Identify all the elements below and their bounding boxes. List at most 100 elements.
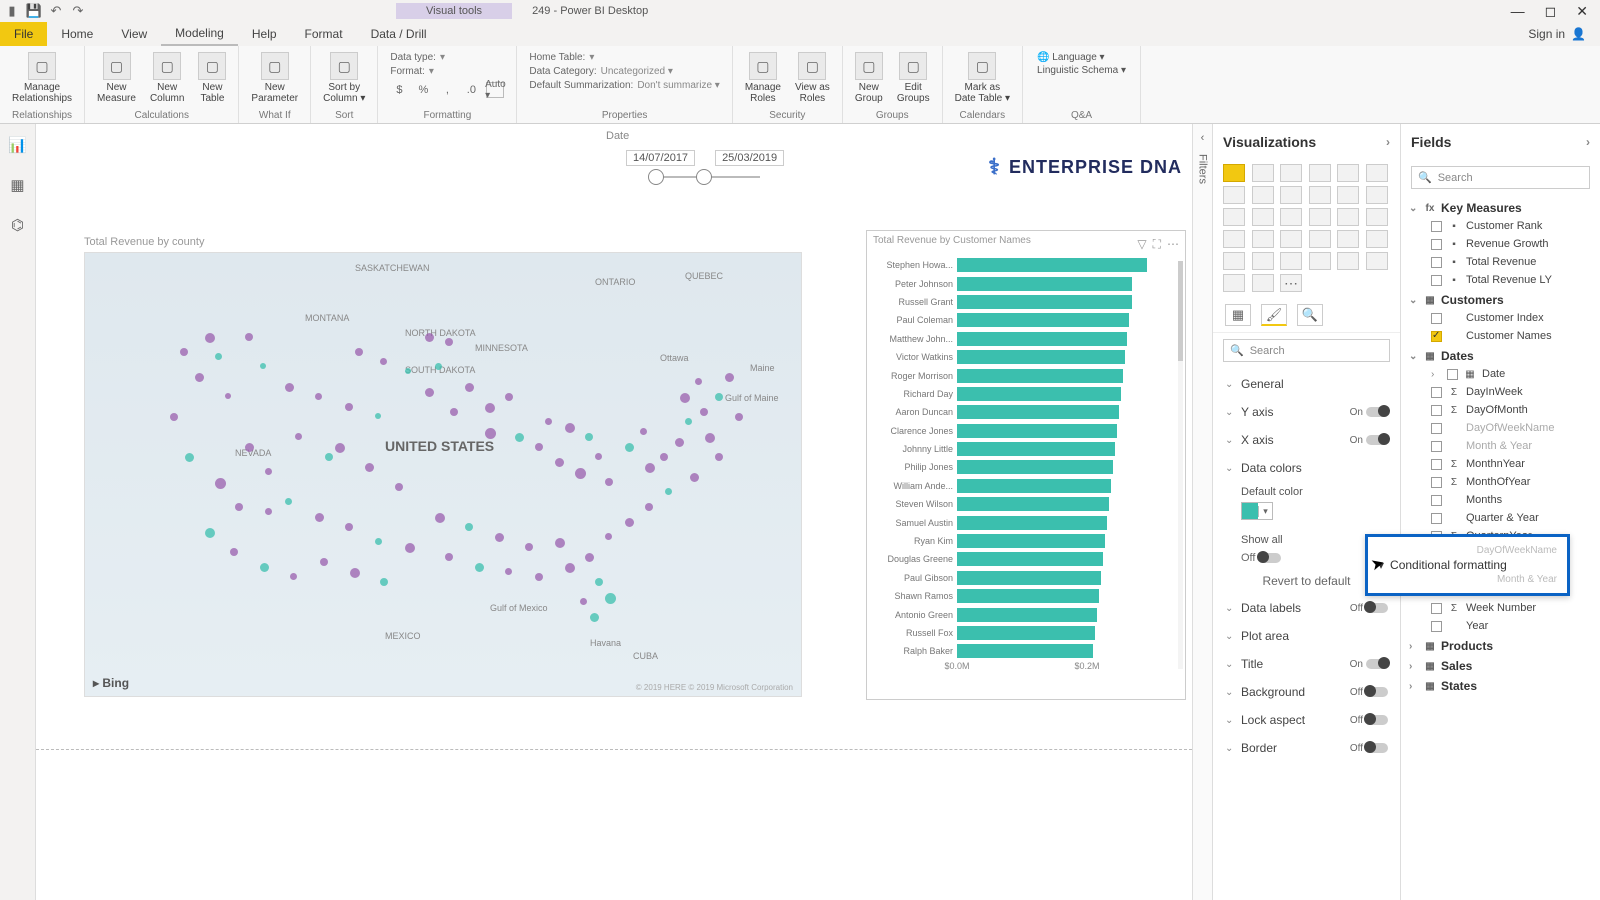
ribbon-button[interactable]: ▢New Table — [194, 50, 230, 106]
map-bubble[interactable] — [355, 348, 363, 356]
field-customerindex[interactable]: Customer Index — [1405, 309, 1596, 327]
map-bubble[interactable] — [345, 403, 353, 411]
visualization-type-icon[interactable] — [1223, 252, 1245, 270]
field-checkbox[interactable] — [1431, 459, 1442, 470]
map-bubble[interactable] — [365, 463, 374, 472]
bar-row[interactable]: Philip Jones — [873, 458, 1179, 476]
map-bubble[interactable] — [605, 593, 616, 604]
visualization-type-icon[interactable] — [1280, 208, 1302, 226]
model-view-icon[interactable]: ⌬ — [7, 214, 29, 236]
menu-tab-home[interactable]: Home — [47, 22, 107, 46]
map-bubble[interactable] — [230, 548, 238, 556]
map-bubble[interactable] — [645, 463, 655, 473]
map-bubble[interactable] — [170, 413, 178, 421]
map-bubble[interactable] — [685, 418, 692, 425]
visualization-type-icon[interactable] — [1252, 164, 1274, 182]
map-bubble[interactable] — [485, 403, 495, 413]
field-date[interactable]: ›▦Date — [1405, 365, 1596, 383]
bar-row[interactable]: Clarence Jones — [873, 422, 1179, 440]
map-bubble[interactable] — [485, 428, 496, 439]
bar-row[interactable]: Ryan Kim — [873, 532, 1179, 550]
field-checkbox[interactable] — [1431, 331, 1442, 342]
default-color-picker[interactable]: ▾ — [1241, 502, 1273, 520]
format-item-border[interactable]: ⌄BorderOff — [1223, 734, 1390, 762]
visualization-type-icon[interactable] — [1366, 208, 1388, 226]
slider-knob-end[interactable] — [696, 169, 712, 185]
field-checkbox[interactable] — [1431, 441, 1442, 452]
filter-icon[interactable]: ▽ — [1137, 237, 1146, 252]
menu-tab-format[interactable]: Format — [291, 22, 357, 46]
map-bubble[interactable] — [715, 393, 723, 401]
map-bubble[interactable] — [555, 538, 565, 548]
bar-row[interactable]: Paul Gibson — [873, 569, 1179, 587]
map-bubble[interactable] — [695, 378, 702, 385]
menu-tab-datadrill[interactable]: Data / Drill — [357, 22, 441, 46]
toggle[interactable]: Off — [1350, 603, 1388, 614]
field-year[interactable]: Year — [1405, 617, 1596, 635]
map-bubble[interactable] — [375, 538, 382, 545]
map-bubble[interactable] — [215, 478, 226, 489]
date-to[interactable]: 25/03/2019 — [715, 150, 784, 166]
fields-table-sales[interactable]: ›▦Sales — [1405, 655, 1596, 675]
fields-table-keymeasures[interactable]: ⌄fxKey Measures — [1405, 197, 1596, 217]
field-weeknumber[interactable]: ΣWeek Number — [1405, 599, 1596, 617]
field-checkbox[interactable] — [1431, 621, 1442, 632]
map-bubble[interactable] — [380, 358, 387, 365]
visualization-type-icon[interactable] — [1337, 208, 1359, 226]
field-dayofmonth[interactable]: ΣDayOfMonth — [1405, 401, 1596, 419]
visualization-type-icon[interactable] — [1309, 230, 1331, 248]
close-icon[interactable]: ✕ — [1576, 3, 1588, 20]
map-bubble[interactable] — [445, 338, 453, 346]
map-bubble[interactable] — [725, 373, 734, 382]
map-bubble[interactable] — [260, 363, 266, 369]
map-bubble[interactable] — [435, 363, 442, 370]
format-item-plotarea[interactable]: ⌄Plot area — [1223, 622, 1390, 650]
field-months[interactable]: Months — [1405, 491, 1596, 509]
date-slider[interactable] — [650, 176, 760, 178]
menu-tab-help[interactable]: Help — [238, 22, 291, 46]
map-bubble[interactable] — [605, 533, 612, 540]
map-bubble[interactable] — [625, 443, 634, 452]
bar-row[interactable]: Russell Fox — [873, 624, 1179, 642]
bar-row[interactable]: Richard Day — [873, 385, 1179, 403]
bar-row[interactable]: Shawn Ramos — [873, 587, 1179, 605]
map-bubble[interactable] — [700, 408, 708, 416]
map-bubble[interactable] — [705, 433, 715, 443]
field-dayinweek[interactable]: ΣDayInWeek — [1405, 383, 1596, 401]
map-bubble[interactable] — [515, 433, 524, 442]
map-bubble[interactable] — [245, 333, 253, 341]
map-bubble[interactable] — [590, 613, 599, 622]
format-item-lockaspect[interactable]: ⌄Lock aspectOff — [1223, 706, 1390, 734]
visualization-type-icon[interactable] — [1309, 186, 1331, 204]
map-bubble[interactable] — [690, 473, 699, 482]
visualization-type-icon[interactable] — [1337, 252, 1359, 270]
visualization-type-icon[interactable] — [1366, 252, 1388, 270]
map-bubble[interactable] — [465, 523, 473, 531]
map-bubble[interactable] — [245, 443, 254, 452]
visualization-type-icon[interactable] — [1366, 230, 1388, 248]
map-bubble[interactable] — [315, 393, 322, 400]
field-checkbox[interactable] — [1431, 405, 1442, 416]
toggle[interactable]: On — [1350, 435, 1388, 446]
field-checkbox[interactable] — [1431, 313, 1442, 324]
bar-chart-scrollbar[interactable] — [1178, 261, 1183, 669]
visualization-type-icon[interactable] — [1337, 186, 1359, 204]
map-bubble[interactable] — [735, 413, 743, 421]
map-bubble[interactable] — [715, 453, 723, 461]
map-bubble[interactable] — [565, 423, 575, 433]
map-bubble[interactable] — [375, 413, 381, 419]
ribbon-button[interactable]: ▢New Measure — [93, 50, 140, 106]
report-view-icon[interactable]: 📊 — [7, 134, 29, 156]
visualization-type-icon[interactable] — [1366, 164, 1388, 182]
map-bubble[interactable] — [215, 353, 222, 360]
save-icon[interactable]: 💾 — [26, 3, 42, 19]
format-item-datacolors[interactable]: ⌄Data colors — [1223, 454, 1390, 482]
map-bubble[interactable] — [285, 383, 294, 392]
field-monthnyear[interactable]: ΣMonthnYear — [1405, 455, 1596, 473]
format-item-background[interactable]: ⌄BackgroundOff — [1223, 678, 1390, 706]
undo-icon[interactable]: ↶ — [48, 3, 64, 19]
fields-table-states[interactable]: ›▦States — [1405, 675, 1596, 695]
map-bubble[interactable] — [425, 388, 434, 397]
field-checkbox[interactable] — [1431, 387, 1442, 398]
ribbon-button[interactable]: ▢Manage Roles — [741, 50, 785, 106]
